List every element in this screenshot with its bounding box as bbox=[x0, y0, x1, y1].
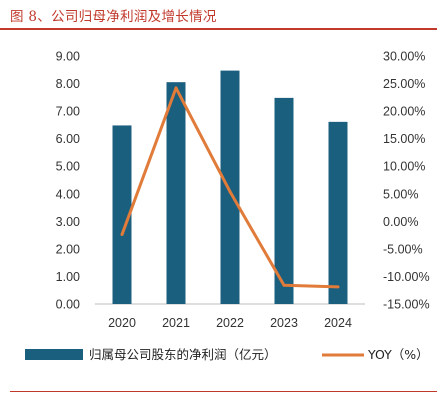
y-right-tick-label: 5.00% bbox=[383, 187, 418, 201]
line-point bbox=[120, 233, 124, 237]
y-right-tick-label: -15.00% bbox=[383, 298, 430, 312]
figure-title-bar: 图 8、公司归母净利润及增长情况 bbox=[0, 0, 437, 30]
x-tick-label: 2021 bbox=[162, 316, 190, 330]
y-left-tick-label: 4.00 bbox=[56, 187, 80, 201]
y-right-tick-label: 30.00% bbox=[383, 50, 425, 64]
line-point bbox=[228, 190, 232, 194]
y-right-tick-label: 25.00% bbox=[383, 77, 425, 91]
yoy-line-series bbox=[120, 86, 340, 289]
y-left-tick-label: 8.00 bbox=[56, 77, 80, 91]
bottom-divider bbox=[10, 391, 437, 392]
y-left-tick-label: 3.00 bbox=[56, 215, 80, 229]
y-left-tick-label: 0.00 bbox=[56, 298, 80, 312]
y-left-tick-label: 1.00 bbox=[56, 270, 80, 284]
y-right-tick-label: 0.00% bbox=[383, 215, 418, 229]
y-left-tick-label: 2.00 bbox=[56, 242, 80, 256]
bar-series bbox=[112, 70, 348, 304]
x-tick-label: 2022 bbox=[216, 316, 244, 330]
y-right-tick-label: 20.00% bbox=[383, 105, 425, 119]
bar bbox=[274, 97, 294, 304]
x-tick-label: 2020 bbox=[108, 316, 136, 330]
chart-legend: 归属母公司股东的净利润（亿元） YOY（%） bbox=[25, 347, 429, 362]
line-point bbox=[282, 283, 286, 287]
figure-title: 图 8、公司归母净利润及增长情况 bbox=[10, 9, 217, 25]
y-right-tick-label: -10.00% bbox=[383, 270, 430, 284]
legend-label-bar: 归属母公司股东的净利润（亿元） bbox=[89, 347, 277, 362]
x-tick-label: 2023 bbox=[270, 316, 298, 330]
legend-label-line: YOY（%） bbox=[367, 347, 429, 362]
y-left-tick-label: 5.00 bbox=[56, 160, 80, 174]
y-right-tick-label: -5.00% bbox=[383, 242, 423, 256]
y-left-tick-label: 6.00 bbox=[56, 132, 80, 146]
y-right-tick-label: 15.00% bbox=[383, 132, 425, 146]
bar bbox=[220, 70, 240, 304]
line-point bbox=[336, 285, 340, 289]
title-divider bbox=[0, 28, 437, 30]
y-left-tick-label: 9.00 bbox=[56, 50, 80, 64]
bar bbox=[166, 82, 186, 304]
y-left-tick-label: 7.00 bbox=[56, 105, 80, 119]
bar bbox=[112, 125, 132, 304]
x-tick-label: 2024 bbox=[324, 316, 352, 330]
line-point bbox=[174, 86, 178, 90]
legend-swatch-bar bbox=[25, 349, 83, 360]
bar bbox=[328, 121, 348, 304]
chart-axes: 0.00 1.00 2.00 3.00 4.00 5.00 6.00 7.00 8.00 9.00… bbox=[56, 50, 430, 331]
y-right-tick-label: 10.00% bbox=[383, 160, 425, 174]
